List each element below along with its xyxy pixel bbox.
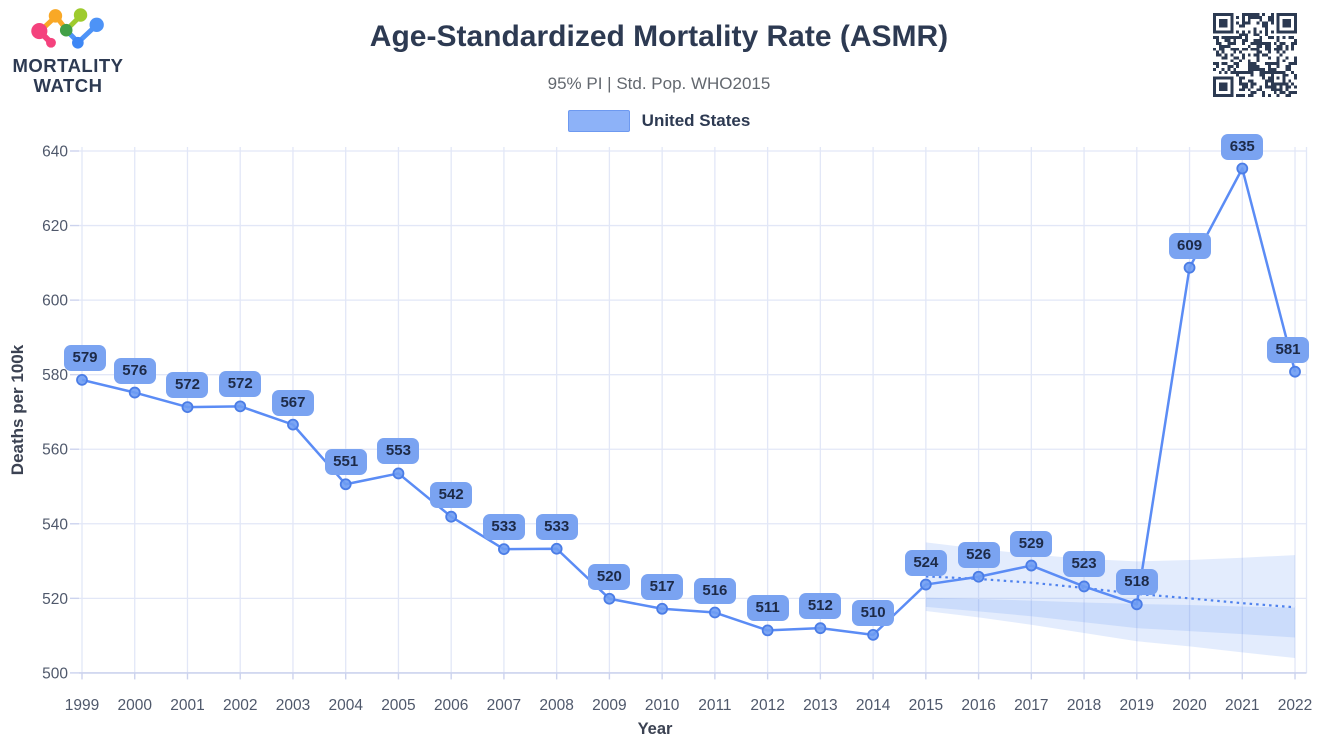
data-point-marker xyxy=(234,400,247,413)
y-tick-label: 620 xyxy=(42,218,68,235)
data-point-marker xyxy=(1289,365,1301,378)
series-line-united-states xyxy=(81,167,1297,637)
data-point-marker xyxy=(1130,598,1143,611)
data-point-marker xyxy=(498,543,510,556)
data-point-marker xyxy=(287,418,299,431)
y-tick-label: 640 xyxy=(42,144,68,161)
legend-swatch-united-states xyxy=(567,110,630,132)
x-tick-label: 2018 xyxy=(1067,697,1101,714)
mortality-watch-logo: MORTALITY WATCH xyxy=(6,6,130,96)
x-tick-label: 1999 xyxy=(65,697,99,714)
x-tick-label: 2004 xyxy=(328,697,363,714)
x-tick-label: 2014 xyxy=(856,697,891,714)
data-point-marker xyxy=(1025,559,1038,572)
x-tick-label: 2007 xyxy=(487,697,521,714)
x-tick-label: 2011 xyxy=(698,697,731,714)
data-point-marker xyxy=(128,386,141,399)
data-point-marker xyxy=(919,578,932,591)
data-point-marker xyxy=(867,628,879,641)
y-tick-label: 540 xyxy=(42,516,68,533)
x-tick-label: 2020 xyxy=(1172,697,1207,714)
data-point-marker xyxy=(656,602,669,615)
x-tick-label: 2015 xyxy=(909,697,943,714)
qr-code xyxy=(1213,13,1297,97)
x-tick-label: 2009 xyxy=(592,697,626,714)
logo-line2: WATCH xyxy=(33,75,103,96)
data-point-marker xyxy=(972,570,985,583)
data-point-marker xyxy=(1183,261,1196,274)
page-title: Age-Standardized Mortality Rate (ASMR) xyxy=(369,20,949,53)
data-point-marker xyxy=(392,467,405,480)
data-point-marker xyxy=(339,478,352,491)
x-tick-label: 2022 xyxy=(1278,697,1312,714)
data-point-marker xyxy=(761,624,774,637)
x-tick-label: 2021 xyxy=(1225,697,1259,714)
x-tick-label: 2005 xyxy=(381,697,415,714)
y-tick-label: 600 xyxy=(42,293,68,310)
legend-series-label: United States xyxy=(641,111,751,130)
x-tick-label: 2012 xyxy=(750,697,784,714)
y-tick-label: 560 xyxy=(42,442,68,459)
data-point-marker xyxy=(550,542,563,555)
confidence-band xyxy=(925,542,1296,638)
x-tick-label: 2003 xyxy=(276,697,310,714)
chart-subtitle: 95% PI | Std. Pop. WHO2015 xyxy=(547,74,771,93)
y-tick-label: 500 xyxy=(42,665,68,682)
data-point-marker xyxy=(814,622,827,635)
molecule-network-logo-icon xyxy=(31,8,104,49)
x-tick-label: 2016 xyxy=(961,697,995,714)
data-point-marker xyxy=(76,373,88,386)
x-tick-label: 2008 xyxy=(539,697,573,714)
x-tick-label: 2006 xyxy=(434,697,468,714)
x-axis-title: Year xyxy=(637,720,673,738)
data-point-marker xyxy=(603,592,616,605)
x-tick-label: 2002 xyxy=(223,697,257,714)
data-point-marker xyxy=(1078,580,1090,593)
confidence-band xyxy=(925,597,1296,658)
data-point-marker xyxy=(181,401,194,414)
x-tick-label: 2017 xyxy=(1014,697,1048,714)
data-point-marker xyxy=(445,510,458,523)
data-point-marker xyxy=(1236,162,1249,175)
data-point-marker xyxy=(708,606,721,619)
y-tick-label: 580 xyxy=(42,367,68,384)
x-tick-label: 2013 xyxy=(803,697,837,714)
logo-line1: MORTALITY xyxy=(12,55,124,76)
x-tick-label: 2019 xyxy=(1120,697,1154,714)
legend: United States xyxy=(0,110,1318,132)
x-tick-label: 2010 xyxy=(645,697,680,714)
x-tick-label: 2000 xyxy=(117,697,152,714)
logo-wordmark: MORTALITY WATCH xyxy=(6,56,130,96)
y-axis-title: Deaths per 100k xyxy=(8,344,27,476)
x-tick-label: 2001 xyxy=(170,697,204,714)
y-tick-label: 520 xyxy=(42,591,68,608)
